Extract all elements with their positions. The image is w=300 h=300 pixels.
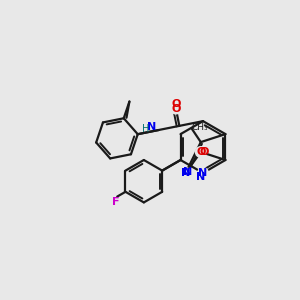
Text: N: N [181,168,190,178]
Text: N: N [198,168,208,178]
Circle shape [198,168,208,178]
Circle shape [180,168,191,178]
Text: O: O [171,99,181,109]
Circle shape [171,103,181,114]
Text: H: H [142,124,150,134]
Text: O: O [200,147,209,157]
Text: F: F [112,197,119,207]
Circle shape [196,147,206,157]
Text: O: O [197,147,206,157]
Text: N: N [147,122,157,131]
Text: O: O [171,103,181,114]
Text: CH₃: CH₃ [192,123,208,132]
Text: N: N [196,172,205,182]
Text: N: N [183,167,193,177]
